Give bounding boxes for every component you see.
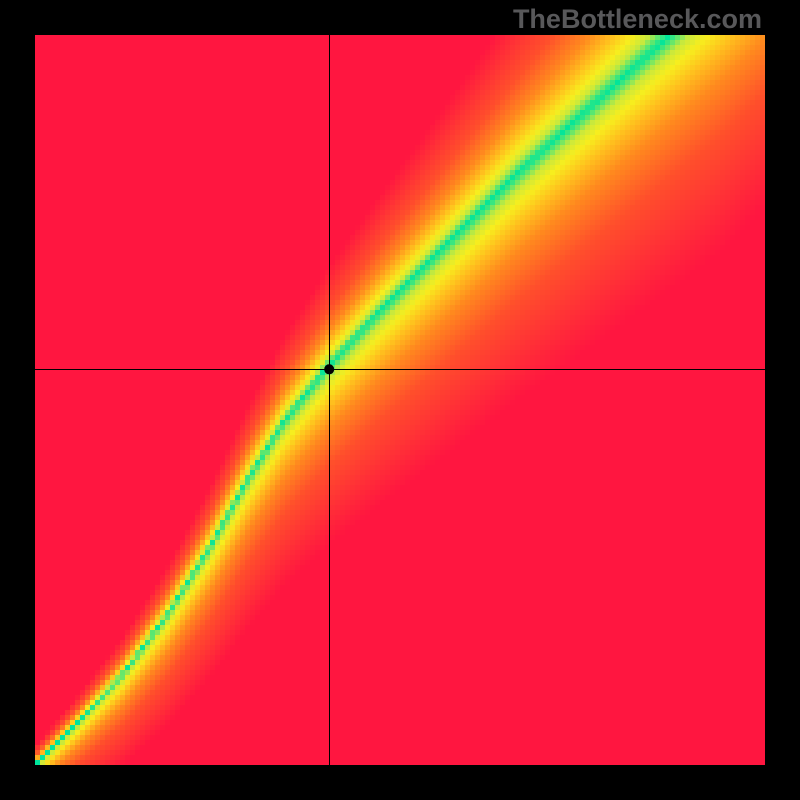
bottleneck-heatmap	[0, 0, 800, 800]
watermark-text: TheBottleneck.com	[513, 4, 762, 35]
chart-container: TheBottleneck.com	[0, 0, 800, 800]
